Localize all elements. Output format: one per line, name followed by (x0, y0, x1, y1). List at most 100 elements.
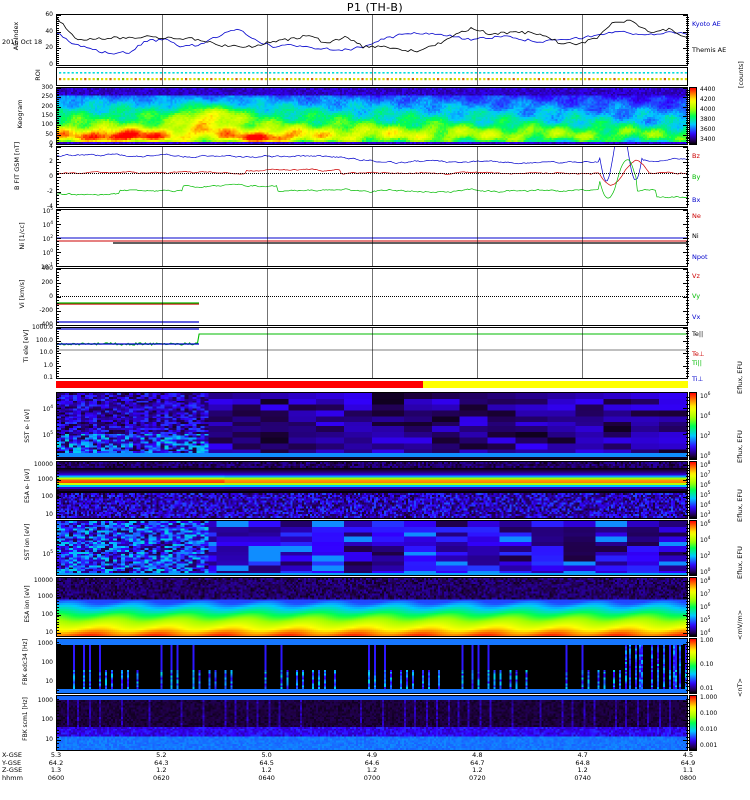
panel-ae-index[interactable] (56, 14, 688, 66)
axis-minor-tick (56, 609, 59, 611)
axis-minor-tick (686, 117, 689, 119)
panel-fbk-scm1[interactable] (56, 695, 688, 751)
x-gridline (162, 521, 163, 575)
axis-minor-tick (686, 716, 689, 718)
axis-minor-tick (56, 676, 59, 678)
axis-minor-tick (686, 114, 689, 116)
axis-tick-mark (56, 325, 61, 326)
axis-minor-tick (686, 534, 689, 536)
axis-tick-mark (56, 210, 61, 211)
axis-minor-tick (686, 407, 689, 409)
panel-ni[interactable] (56, 209, 688, 267)
axis-minor-tick (56, 726, 59, 728)
legend-vz: Vz (692, 272, 700, 280)
axis-minor-tick (56, 343, 59, 344)
axis-minor-tick (56, 365, 59, 367)
axis-minor-tick (56, 633, 59, 635)
axis-minor-tick (686, 589, 689, 591)
x-gridline (582, 328, 583, 378)
axis-minor-tick (686, 415, 689, 416)
axis-minor-tick (686, 487, 689, 489)
axis-minor-tick (686, 204, 689, 205)
axis-minor-tick (686, 598, 689, 600)
axis-minor-tick (56, 592, 59, 594)
axis-tick-mark (56, 553, 61, 555)
axis-minor-tick (686, 464, 689, 466)
axis-minor-tick (686, 127, 689, 129)
axis-tick-mark (56, 496, 61, 498)
axis-minor-tick (686, 58, 689, 60)
axis-minor-tick (686, 340, 689, 342)
axis-minor-tick (686, 498, 689, 500)
x-axis-value: 1.2 (261, 766, 272, 774)
axis-minor-tick (686, 140, 689, 142)
axis-minor-tick (686, 335, 689, 337)
axis-minor-tick (56, 195, 59, 196)
axis-minor-tick (56, 360, 59, 362)
axis-minor-tick (686, 186, 689, 187)
axis-minor-tick (686, 212, 689, 214)
status-bar[interactable] (56, 381, 688, 388)
axis-minor-tick (686, 33, 689, 35)
axis-minor-tick (56, 368, 59, 369)
panel-keogram[interactable] (56, 87, 688, 145)
axis-minor-tick (56, 33, 59, 35)
axis-minor-tick (56, 93, 59, 95)
axis-minor-tick (686, 355, 689, 357)
axis-minor-tick (686, 299, 689, 301)
axis-minor-tick (56, 254, 59, 256)
axis-minor-tick (686, 294, 689, 296)
axis-minor-tick (686, 363, 689, 364)
x-gridline (162, 15, 163, 65)
panel-vi[interactable] (56, 268, 688, 326)
axis-minor-tick (686, 192, 689, 193)
axis-minor-tick (686, 396, 689, 398)
axis-minor-tick (56, 580, 59, 582)
axis-minor-tick (56, 308, 59, 310)
panel-esa-ion[interactable] (56, 577, 688, 637)
axis-minor-tick (686, 633, 689, 635)
panel-bfit[interactable] (56, 146, 688, 208)
axis-minor-tick (56, 484, 59, 486)
axis-minor-tick (56, 192, 59, 193)
axis-minor-tick (686, 305, 689, 307)
axis-tick-mark (683, 663, 688, 665)
panel-roi[interactable] (56, 67, 688, 86)
axis-minor-tick (56, 338, 59, 339)
axis-minor-tick (686, 437, 689, 438)
axis-tick-mark (56, 266, 61, 267)
axis-minor-tick (56, 509, 59, 511)
axis-minor-tick (56, 252, 59, 253)
axis-minor-tick (686, 112, 689, 114)
colorbar-tick-label: 107 (700, 590, 711, 598)
axis-minor-tick (56, 537, 59, 539)
axis-minor-tick (56, 712, 59, 714)
axis-minor-tick (686, 44, 689, 46)
axis-minor-tick (56, 669, 59, 671)
axis-tick-mark (683, 740, 688, 742)
panel-esa-electron[interactable] (56, 461, 688, 519)
axis-tick-label: 10 (45, 678, 53, 686)
status-segment[interactable] (56, 381, 423, 388)
panel-fbk-edc34[interactable] (56, 638, 688, 694)
panel-ti[interactable] (56, 327, 688, 379)
axis-minor-tick (56, 186, 59, 187)
status-segment[interactable] (422, 381, 688, 388)
axis-minor-tick (686, 322, 689, 324)
axis-minor-tick (56, 114, 59, 116)
axis-minor-tick (56, 171, 59, 172)
axis-minor-tick (56, 512, 59, 514)
axis-tick-mark (683, 97, 688, 99)
axis-minor-tick (686, 537, 689, 539)
axis-minor-tick (686, 60, 689, 62)
axis-minor-tick (686, 595, 689, 597)
axis-tick-mark (56, 614, 61, 616)
legend-themis-ae: Themis AE (692, 46, 727, 54)
axis-minor-tick (56, 743, 59, 745)
panel-sst-electron[interactable] (56, 392, 688, 460)
axis-tick-mark (56, 328, 61, 329)
panel-sst-ion[interactable] (56, 520, 688, 576)
axis-minor-tick (686, 548, 689, 549)
axis-minor-tick (686, 400, 689, 402)
axis-minor-tick (56, 177, 59, 178)
